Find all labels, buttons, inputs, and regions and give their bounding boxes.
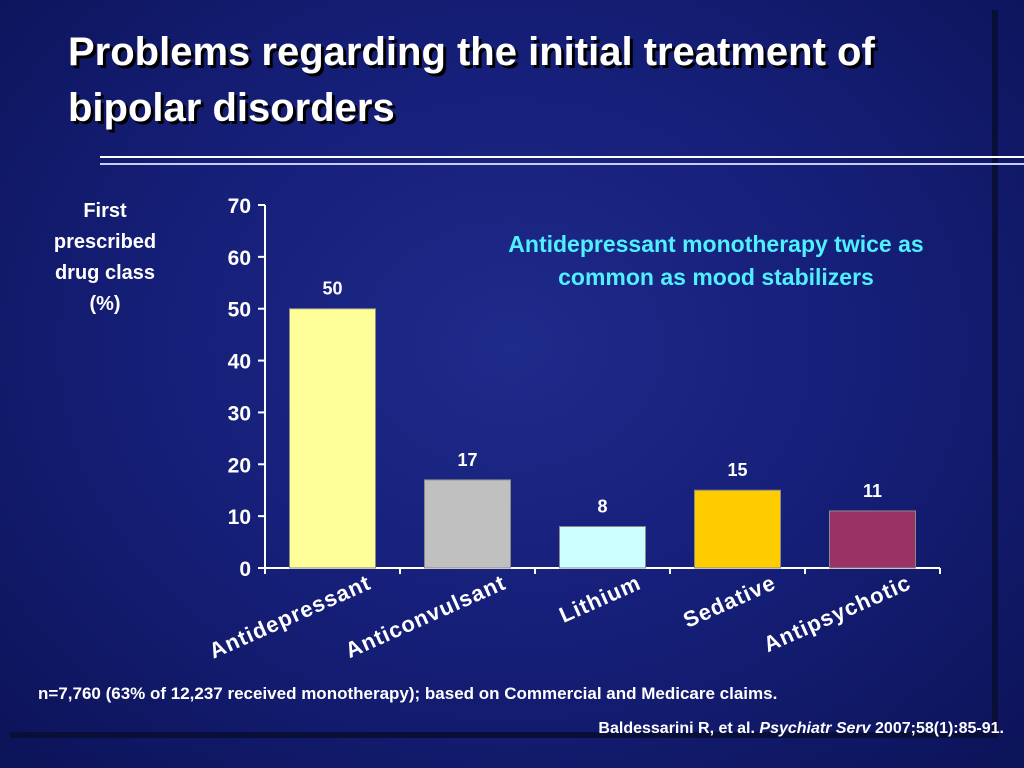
chart-callout: Antidepressant monotherapy twice as comm… [508,231,924,290]
y-tick-label: 30 [228,402,251,425]
citation: Baldessarini R, et al. Psychiatr Serv 20… [598,720,1004,738]
footnote: n=7,760 (63% of 12,237 received monother… [38,684,778,703]
bar-sedative [694,489,781,569]
y-tick-label: 20 [228,454,251,477]
bar-antipsychotic [829,510,916,569]
y-tick-label: 0 [239,558,251,581]
bar-anticonvulsant [424,479,511,569]
data-label: 8 [597,497,607,517]
y-axis-label: First prescribed drug class (%) [53,200,157,315]
y-tick-label: 40 [228,351,251,374]
citation-journal: Psychiatr Serv [759,720,871,737]
y-tick-label: 10 [228,506,251,529]
data-label: 11 [863,481,882,501]
category-label: Sedative [679,570,779,633]
y-tick-label: 70 [228,195,251,218]
title-divider [100,156,1024,158]
citation-authors: Baldessarini R, et al. [598,720,755,737]
slide-title: Problems regarding the initial treatment… [68,30,875,130]
bar-antidepressant [289,308,376,569]
data-label: 15 [727,460,747,480]
data-label: 50 [322,279,342,299]
citation-reference: 2007;58(1):85-91. [875,720,1004,737]
category-label: Antipsychotic [760,570,915,657]
data-label: 17 [457,450,477,470]
y-tick-label: 50 [228,299,251,322]
bar-lithium [559,526,646,569]
category-label: Lithium [555,570,644,628]
y-tick-label: 60 [228,247,251,270]
title-divider-secondary [100,163,1024,165]
